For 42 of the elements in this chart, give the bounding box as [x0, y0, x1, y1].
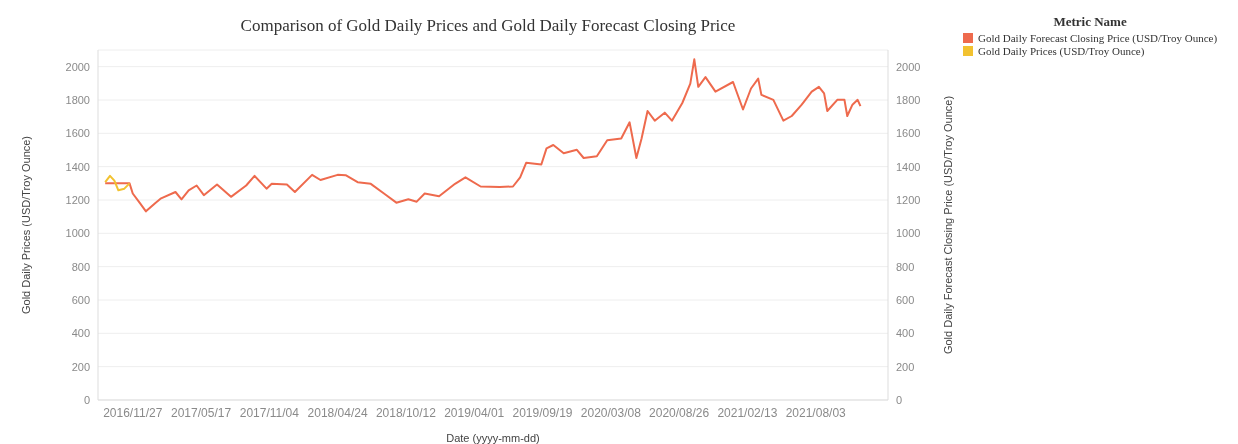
legend-title: Metric Name: [1052, 14, 1128, 30]
y-tick-label: 2000: [65, 60, 90, 73]
y-tick-label: 1400: [65, 160, 90, 173]
x-tick-label: 2021/08/03: [785, 405, 847, 420]
y2-tick-label: 1400: [896, 160, 921, 173]
y-tick-label: 800: [71, 260, 90, 273]
y-tick-label: 1000: [65, 227, 90, 240]
y-tick-label: 200: [71, 360, 90, 373]
y2-tick-label: 0: [896, 393, 903, 406]
x-tick-label: 2021/02/13: [717, 405, 778, 420]
x-tick-label: 2017/11/04: [239, 405, 300, 420]
x-tick-label: 2020/08/26: [649, 405, 710, 420]
x-tick-label: 2019/09/19: [512, 405, 573, 420]
x-tick-label: 2019/04/01: [444, 405, 505, 420]
x-tick-label: 2020/03/08: [580, 405, 642, 420]
legend-label: Gold Daily Prices (USD/Troy Ounce): [978, 45, 1145, 57]
y-axis-title: Gold Daily Prices (USD/Troy Ounce): [19, 135, 32, 315]
chart-title: Comparison of Gold Daily Prices and Gold Daily Forecast Closing Price: [239, 16, 737, 36]
y2-tick-label: 1000: [896, 227, 921, 240]
x-tick-label: 2017/05/17: [171, 405, 232, 420]
y2-axis-title: Gold Daily Forecast Closing Price (USD/Troy Ounce): [941, 95, 954, 355]
y2-tick-label: 1800: [896, 93, 921, 106]
y-tick-label: 1200: [65, 193, 90, 206]
y2-tick-label: 800: [896, 260, 915, 273]
y2-tick-label: 1200: [896, 193, 921, 206]
y2-tick-label: 600: [896, 293, 915, 306]
line-series: [104, 58, 862, 213]
y2-tick-label: 2000: [896, 60, 921, 73]
y2-tick-label: 400: [896, 327, 915, 340]
y-tick-label: 600: [71, 293, 90, 306]
y2-tick-label: 200: [896, 360, 915, 373]
y-tick-label: 0: [83, 393, 90, 406]
y-tick-label: 400: [71, 327, 90, 340]
x-tick-label: 2016/11/27: [103, 405, 163, 420]
x-tick-label: 2018/10/12: [375, 405, 437, 420]
x-axis-title: Date (yyyy-mm-dd): [446, 432, 540, 444]
y2-tick-label: 1600: [896, 127, 921, 140]
x-tick-label: 2018/04/24: [307, 405, 368, 420]
legend-label: Gold Daily Forecast Closing Price (USD/Troy Ounce): [978, 32, 1218, 44]
line-series: [104, 174, 131, 192]
y-tick-label: 1600: [65, 127, 90, 140]
y-tick-label: 1800: [65, 93, 90, 106]
